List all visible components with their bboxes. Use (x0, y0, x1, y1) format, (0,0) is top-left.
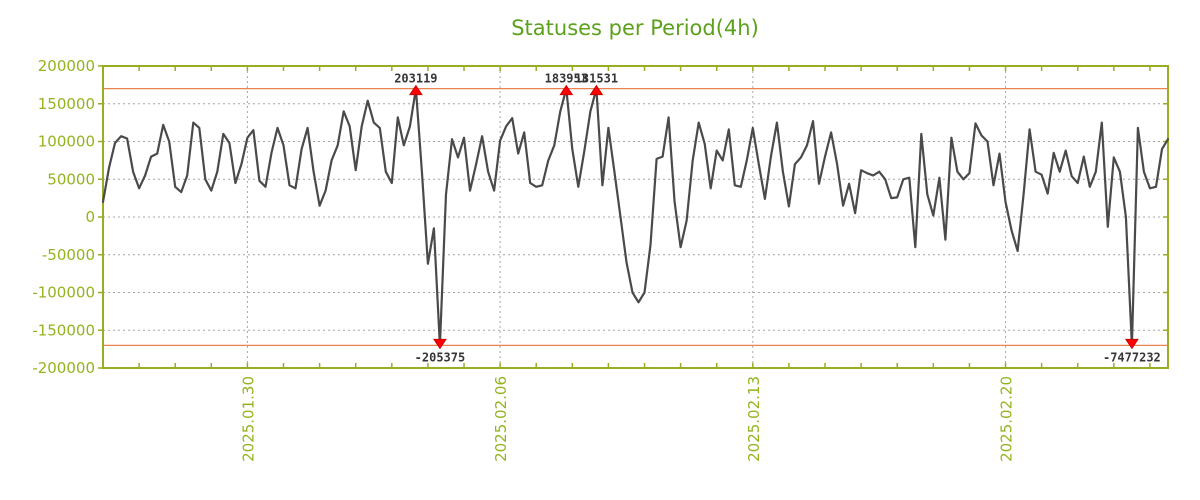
extreme-value-label: 181531 (575, 72, 618, 86)
y-axis-tick-label: -150000 (32, 321, 95, 339)
max-marker-icon (559, 84, 574, 96)
y-axis-tick-label: -200000 (32, 359, 95, 377)
x-axis-tick-label: 2025.02.06 (492, 376, 510, 462)
y-axis-tick-label: 100000 (38, 133, 95, 151)
min-marker-icon (433, 338, 447, 350)
min-marker-icon (1124, 338, 1139, 350)
y-axis-tick-label: 150000 (38, 95, 95, 113)
chart-title: Statuses per Period(4h) (511, 16, 759, 40)
y-axis-tick-label: -100000 (32, 284, 95, 302)
extreme-value-label: -7477232 (1103, 350, 1161, 364)
x-axis-tick-label: 2025.01.30 (239, 376, 257, 462)
plot-border (102, 65, 1169, 369)
extreme-value-label: 203119 (394, 72, 437, 86)
max-marker-icon (408, 84, 423, 96)
x-axis-tick-label: 2025.02.20 (998, 376, 1016, 462)
data-series-line (101, 87, 1170, 347)
max-marker-icon (589, 84, 604, 96)
y-axis-tick-label: 50000 (47, 170, 95, 188)
extreme-value-label: 183953 (545, 72, 588, 86)
extreme-value-label: -205375 (415, 350, 466, 364)
y-axis-tick-label: 200000 (38, 57, 95, 75)
y-axis-tick-label: 0 (85, 208, 95, 226)
y-axis-tick-label: -50000 (42, 246, 95, 264)
x-axis-tick-label: 2025.02.13 (745, 376, 763, 462)
